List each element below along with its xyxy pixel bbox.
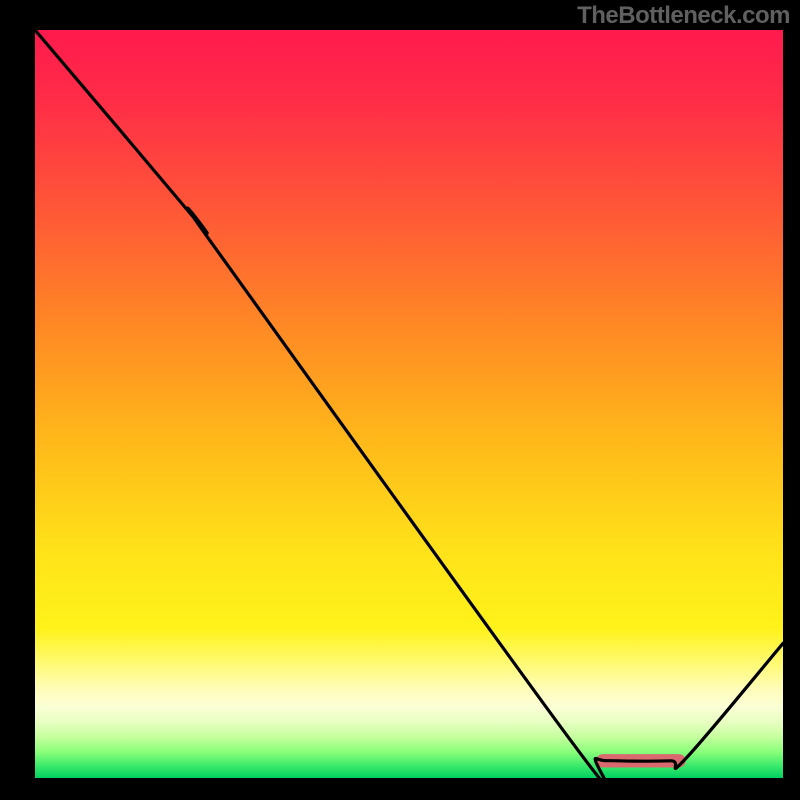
- watermark-text: TheBottleneck.com: [577, 2, 790, 30]
- plot-area: [35, 30, 783, 778]
- chart-container: TheBottleneck.com: [0, 0, 800, 800]
- gradient-background: [35, 30, 783, 778]
- bottleneck-chart-svg: [35, 30, 783, 778]
